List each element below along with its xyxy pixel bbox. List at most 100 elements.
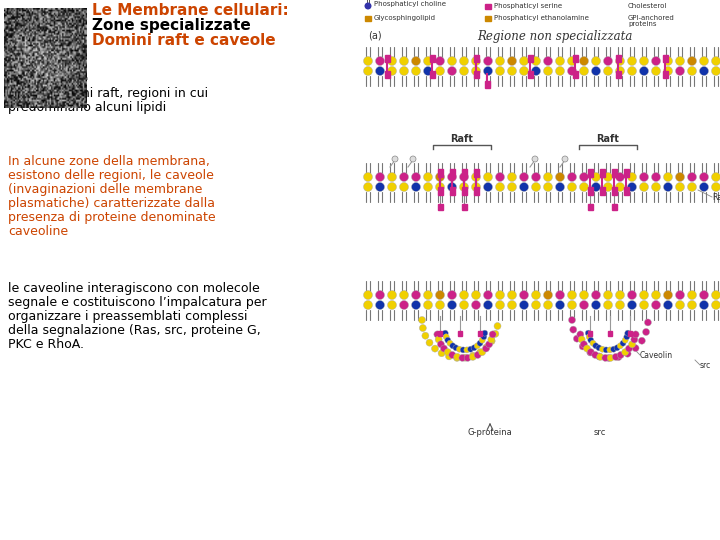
Circle shape (569, 316, 575, 323)
Circle shape (495, 172, 505, 181)
Text: organizzare i preassemblati complessi: organizzare i preassemblati complessi (8, 310, 248, 323)
Text: Phosphaticyl serine: Phosphaticyl serine (494, 3, 562, 9)
Circle shape (472, 172, 480, 181)
Circle shape (615, 354, 622, 361)
Text: le caveoline interagiscono con molecole: le caveoline interagiscono con molecole (8, 282, 260, 295)
Circle shape (442, 330, 449, 336)
Circle shape (675, 183, 685, 192)
Circle shape (603, 300, 613, 309)
Circle shape (639, 66, 649, 76)
Circle shape (556, 66, 564, 76)
Circle shape (652, 66, 660, 76)
Circle shape (617, 352, 624, 359)
Circle shape (387, 66, 397, 76)
Circle shape (544, 300, 552, 309)
Circle shape (602, 354, 609, 361)
Circle shape (376, 291, 384, 300)
Circle shape (472, 57, 480, 65)
Bar (528, 71, 533, 78)
Circle shape (464, 354, 471, 361)
Circle shape (592, 172, 600, 181)
Circle shape (448, 291, 456, 300)
Circle shape (587, 349, 594, 356)
Circle shape (472, 300, 480, 309)
Circle shape (592, 352, 599, 359)
Circle shape (700, 172, 708, 181)
Circle shape (387, 172, 397, 181)
Circle shape (580, 57, 588, 65)
Circle shape (626, 345, 632, 352)
Circle shape (483, 344, 490, 350)
Circle shape (485, 341, 492, 348)
Circle shape (436, 300, 444, 309)
Circle shape (617, 343, 624, 349)
Circle shape (423, 183, 433, 192)
Circle shape (603, 172, 613, 181)
Circle shape (412, 183, 420, 192)
Circle shape (616, 172, 624, 181)
Circle shape (611, 346, 616, 352)
Circle shape (434, 331, 441, 338)
Circle shape (556, 172, 564, 181)
Circle shape (614, 345, 620, 351)
Circle shape (436, 172, 444, 181)
Circle shape (532, 156, 538, 162)
Circle shape (520, 172, 528, 181)
Circle shape (632, 331, 639, 338)
Circle shape (556, 291, 564, 300)
Circle shape (652, 291, 660, 300)
Circle shape (652, 183, 660, 192)
Circle shape (593, 343, 599, 349)
Circle shape (494, 322, 501, 329)
Circle shape (567, 183, 577, 192)
Circle shape (479, 349, 486, 356)
Circle shape (508, 300, 516, 309)
Circle shape (639, 291, 649, 300)
Circle shape (446, 353, 453, 360)
Circle shape (631, 336, 638, 343)
Circle shape (603, 347, 609, 353)
Circle shape (628, 183, 636, 192)
Bar (662, 55, 667, 62)
Text: Glycosphingolipid: Glycosphingolipid (374, 15, 436, 21)
Circle shape (364, 66, 372, 76)
Circle shape (508, 172, 516, 181)
Circle shape (531, 291, 541, 300)
Bar (572, 55, 577, 62)
Circle shape (520, 183, 528, 192)
Circle shape (482, 345, 490, 352)
Circle shape (495, 183, 505, 192)
Bar (474, 169, 479, 177)
Circle shape (578, 336, 585, 343)
Circle shape (603, 66, 613, 76)
Circle shape (444, 349, 451, 356)
Circle shape (616, 66, 624, 76)
Circle shape (644, 319, 652, 326)
Circle shape (477, 349, 484, 356)
Circle shape (600, 346, 606, 352)
Circle shape (711, 300, 720, 309)
Circle shape (471, 345, 477, 351)
Circle shape (588, 349, 594, 356)
Circle shape (711, 57, 720, 65)
Circle shape (462, 354, 469, 361)
Circle shape (376, 66, 384, 76)
Bar (430, 71, 434, 78)
Circle shape (700, 300, 708, 309)
Bar (474, 71, 479, 78)
Circle shape (700, 57, 708, 65)
Text: predominano alcuni lipidi: predominano alcuni lipidi (8, 101, 166, 114)
Circle shape (567, 300, 577, 309)
Bar (449, 187, 454, 195)
Circle shape (423, 172, 433, 181)
Circle shape (412, 172, 420, 181)
Bar (611, 187, 616, 195)
Circle shape (567, 57, 577, 65)
Circle shape (412, 57, 420, 65)
Circle shape (387, 300, 397, 309)
Bar (462, 204, 467, 210)
Circle shape (628, 57, 636, 65)
Circle shape (488, 336, 495, 343)
Circle shape (606, 354, 612, 361)
Circle shape (387, 183, 397, 192)
